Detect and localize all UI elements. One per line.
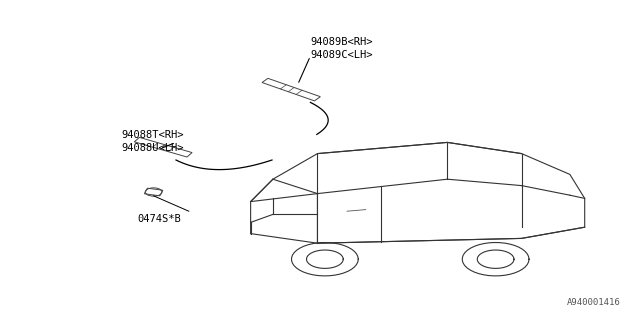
Text: A940001416: A940001416: [567, 298, 621, 307]
Text: 94089B<RH>
94089C<LH>: 94089B<RH> 94089C<LH>: [310, 37, 373, 60]
Text: 94088T<RH>
94088U<LH>: 94088T<RH> 94088U<LH>: [122, 130, 184, 153]
Text: 0474S*B: 0474S*B: [138, 214, 181, 224]
